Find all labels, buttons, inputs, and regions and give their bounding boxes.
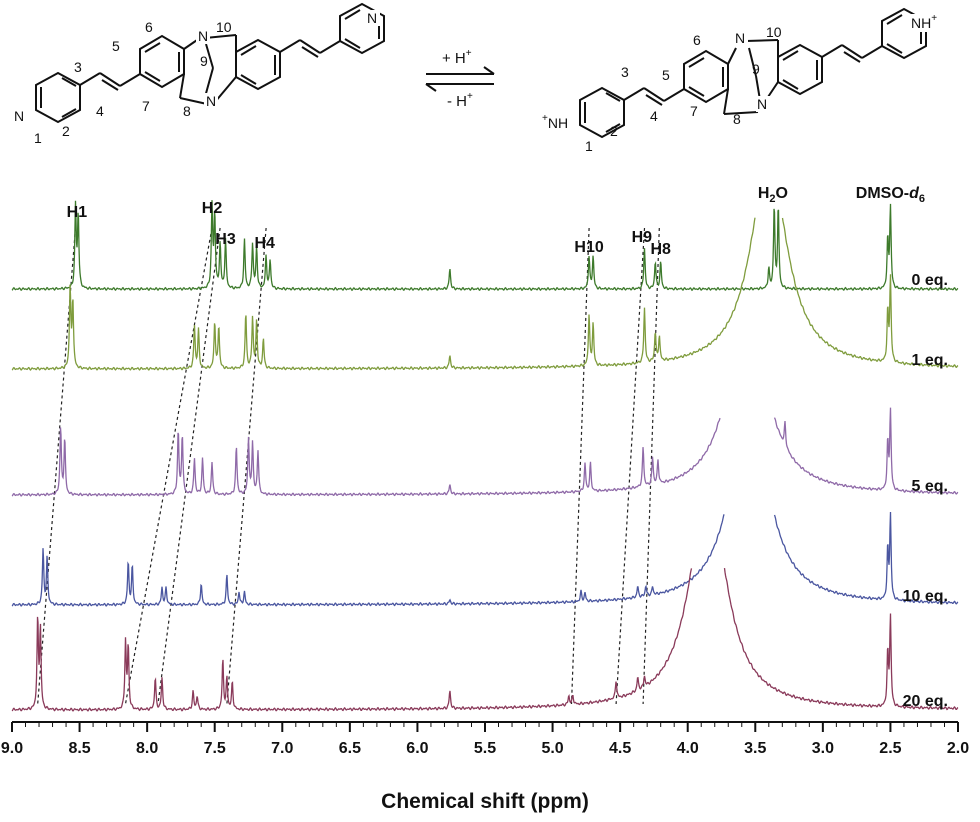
peak-label: H2O: [758, 185, 788, 205]
right-atom-number-8: 8: [733, 111, 741, 127]
atom-number-1: 1: [34, 130, 42, 146]
atom-number-3: 3: [74, 59, 82, 75]
x-tick-label: 5.0: [541, 740, 563, 757]
series-labels: 0 eq. 1 eq. 5 eq. 10 eq. 20 eq.: [903, 272, 948, 710]
spectrum-line: [11, 568, 959, 712]
tracking-line: [157, 227, 221, 705]
left-pyridine-n: N: [14, 108, 24, 124]
spectrum-0eq-eq: [11, 200, 959, 292]
spectrum-5eq-eq: [11, 407, 959, 497]
right-bridge-n-bottom: N: [757, 96, 767, 112]
tracking-line: [226, 227, 267, 705]
atom-number-7: 7: [142, 98, 150, 114]
peak-label: H1: [67, 204, 88, 221]
peak-label: H2: [202, 200, 223, 217]
bridge-n-top: N: [198, 28, 208, 44]
series-label: 0 eq.: [912, 272, 948, 289]
tracking-line: [615, 227, 646, 705]
x-tick-label: 4.0: [677, 740, 699, 757]
right-atom-number-10: 10: [766, 24, 782, 40]
x-tick-label: 2.0: [947, 740, 969, 757]
x-tick-label: 5.5: [474, 740, 496, 757]
right-pyridine-ring: [339, 2, 385, 55]
right-atom-number-4: 4: [650, 108, 658, 124]
left-molecule-right-benzene: [235, 38, 281, 91]
bridge-n-bottom: N: [206, 93, 216, 109]
x-tick-label: 7.5: [204, 740, 226, 757]
protonated-pyridine-right: NH+: [911, 13, 937, 31]
equilibrium-labels: + H+ - H+: [442, 48, 473, 110]
x-tick-label: 8.0: [136, 740, 158, 757]
atom-number-2: 2: [62, 123, 70, 139]
left-molecule: [35, 2, 385, 124]
series-label: 5 eq.: [912, 478, 948, 495]
right-atom-number-9: 9: [752, 61, 760, 77]
x-tick-label: 4.5: [609, 740, 631, 757]
atom-number-9: 9: [200, 53, 208, 69]
right-molecule-labels: +NH 1 2 3 4 5 6 7 8 9 10 N N NH+: [542, 13, 940, 154]
left-benzene-ring: [139, 34, 185, 89]
peak-label: H8: [650, 241, 671, 258]
spectrum-line: [11, 407, 959, 497]
forward-label: + H+: [442, 48, 472, 67]
series-label: 1 eq.: [912, 352, 948, 369]
protonated-pyridine-left: +NH: [542, 113, 568, 131]
atom-number-6: 6: [145, 19, 153, 35]
right-atom-number-5: 5: [662, 67, 670, 83]
right-atom-number-2: 2: [610, 123, 618, 139]
x-axis-label: Chemical shift (ppm): [381, 790, 589, 813]
atom-number-10: 10: [216, 19, 232, 35]
x-tick-label: 3.0: [812, 740, 834, 757]
peak-label: H10: [574, 239, 603, 256]
peak-label: H3: [215, 231, 236, 248]
x-tick-label: 9.0: [1, 740, 23, 757]
x-tick-label: 3.5: [744, 740, 766, 757]
equilibrium-arrows: [425, 66, 495, 92]
peak-label: H9: [632, 229, 653, 246]
peak-label: H4: [254, 235, 275, 252]
x-tick-label: 2.5: [879, 740, 901, 757]
spectra-traces: [11, 200, 959, 712]
right-atom-number-3: 3: [621, 64, 629, 80]
x-tick-label: 6.5: [339, 740, 361, 757]
spectrum-line: [11, 200, 959, 292]
atom-number-5: 5: [112, 38, 120, 54]
right-atom-number-7: 7: [690, 103, 698, 119]
tracking-line: [124, 227, 213, 705]
reverse-label: - H+: [447, 91, 473, 110]
atom-number-8: 8: [183, 103, 191, 119]
right-bridge-n-top: N: [735, 30, 745, 46]
atom-number-4: 4: [96, 103, 104, 119]
spectrum-line: [11, 511, 959, 607]
x-tick-label: 6.0: [406, 740, 428, 757]
right-atom-number-1: 1: [585, 138, 593, 154]
left-pyridine-ring: [35, 71, 81, 124]
series-label: 10 eq.: [903, 588, 948, 605]
right-pyridine-n: N: [367, 10, 377, 26]
series-label: 20 eq.: [903, 693, 948, 710]
x-tick-label: 8.5: [68, 740, 90, 757]
tracking-lines: [37, 227, 660, 705]
x-axis: 9.0 8.5 8.0 7.5 7.0 6.5 6.0 5.5 5.0 4.5 4.0 3.5 3.0 2…: [1, 721, 969, 757]
x-tick-label: 7.0: [271, 740, 293, 757]
spectrum-20eq-eq: [11, 568, 959, 712]
right-atom-number-6: 6: [693, 32, 701, 48]
tracking-line: [570, 227, 590, 705]
peak-label: DMSO-d6: [856, 185, 925, 205]
spectrum-1eq-eq: [11, 217, 959, 371]
left-molecule-labels: N 1 2 3 4 5 6 7 8 9 10 N N N: [12, 10, 380, 146]
spectrum-10eq-eq: [11, 511, 959, 607]
spectrum-line: [11, 217, 959, 371]
left-vinyl-bond: [79, 72, 101, 86]
tracking-line: [642, 227, 660, 705]
